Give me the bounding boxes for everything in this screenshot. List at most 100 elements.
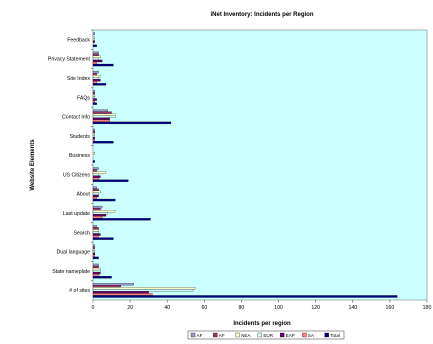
legend-label: EAP (286, 333, 295, 338)
bar-5-3 (92, 134, 95, 138)
bar-13-6 (92, 295, 398, 298)
bar-5-1 (92, 130, 95, 134)
bar-10-0 (92, 225, 97, 228)
legend-label: NEA (241, 333, 251, 338)
y-tick-label: Students (70, 134, 91, 140)
legend-swatch (279, 332, 285, 338)
legend: AF AF NEA EUR EAP SA Total (187, 330, 345, 340)
bar-11-5 (92, 254, 95, 258)
bar-12-1 (92, 265, 99, 269)
bar-8-6 (92, 198, 116, 202)
bar-2-5 (92, 81, 97, 84)
bar-2-2 (92, 75, 101, 78)
bar-11-6 (92, 256, 99, 260)
x-tick-label: 0 (92, 305, 95, 311)
bar-11-3 (92, 250, 95, 253)
bars-group (92, 32, 398, 298)
x-axis-label: Incidents per region (233, 321, 291, 327)
x-tick-label: 40 (164, 305, 170, 311)
bar-1-6 (92, 63, 114, 67)
bar-13-0 (92, 283, 134, 286)
y-tick-label: About (76, 192, 90, 198)
legend-swatch (235, 332, 240, 338)
legend-swatch (213, 332, 218, 338)
y-tick-label: State nameplate (52, 269, 90, 275)
bar-3-0 (92, 90, 95, 93)
bar-6-2 (92, 152, 95, 155)
bar-8-0 (92, 186, 97, 189)
bar-9-3 (92, 212, 108, 215)
bar-4-6 (92, 121, 172, 125)
bar-0-6 (92, 44, 97, 47)
bar-5-5 (92, 139, 95, 142)
y-axis-ticks: Feedback Privacy Statement Site Index FAQs C… (48, 29, 93, 294)
bar-12-4 (92, 271, 101, 275)
legend-swatch (324, 332, 329, 338)
bar-1-2 (92, 55, 101, 59)
bar-5-0 (92, 128, 95, 132)
bar-4-3 (92, 115, 116, 118)
bar-2-0 (92, 70, 99, 74)
bar-12-0 (92, 263, 99, 267)
bar-10-5 (92, 235, 99, 238)
bar-7-2 (92, 171, 107, 174)
bar-0-2 (92, 36, 95, 39)
legend-swatch (190, 332, 196, 338)
bar-12-3 (92, 269, 101, 273)
chart-title: iNet Inventory: Incidents per Region (210, 12, 313, 18)
bar-5-6 (92, 141, 114, 144)
bar-13-3 (92, 289, 194, 292)
bar-10-1 (92, 227, 99, 230)
y-tick-label: Last update (63, 211, 90, 217)
legend-label: EUR (263, 333, 273, 338)
bar-6-6 (92, 160, 95, 163)
legend-box (187, 330, 345, 340)
bar-7-4 (92, 175, 101, 178)
bar-3-5 (92, 100, 95, 103)
bar-13-5 (92, 293, 153, 296)
y-axis-label: Website Elements (30, 139, 36, 191)
plot-area (92, 29, 428, 301)
bar-8-1 (92, 188, 99, 191)
legend-label: AF (219, 333, 225, 338)
bar-13-4 (92, 291, 149, 294)
bar-13-1 (92, 285, 121, 288)
y-tick-label: Contact Info (62, 115, 90, 121)
bar-4-2 (92, 113, 116, 116)
bar-8-3 (92, 192, 99, 196)
x-tick-label: 120 (311, 305, 320, 311)
bar-13-2 (92, 287, 196, 290)
bar-8-2 (92, 190, 101, 194)
y-tick-label: Site Index (67, 76, 90, 82)
bar-1-4 (92, 59, 103, 63)
bar-11-2 (92, 248, 95, 251)
bar-10-4 (92, 233, 101, 236)
bar-10-2 (92, 229, 99, 232)
bar-0-4 (92, 40, 95, 43)
y-tick-label: Privacy Statement (48, 57, 91, 63)
legend-swatch (302, 332, 307, 338)
bar-7-5 (92, 177, 99, 180)
x-tick-label: 60 (201, 305, 207, 311)
bar-1-3 (92, 57, 99, 61)
bar-0-3 (92, 38, 95, 41)
x-tick-label: 160 (386, 305, 395, 311)
bar-1-5 (92, 61, 97, 65)
bar-10-6 (92, 237, 114, 240)
bar-4-0 (92, 109, 108, 112)
bar-8-4 (92, 194, 99, 198)
bar-1-1 (92, 53, 99, 56)
x-tick-label: 20 (127, 305, 133, 311)
bar-3-1 (92, 92, 95, 95)
bar-1-0 (92, 51, 99, 54)
bar-11-1 (92, 246, 95, 249)
y-tick-label: FAQs (77, 95, 90, 101)
y-tick-label: Search (74, 230, 91, 236)
y-tick-label: Feedback (67, 37, 90, 43)
bar-7-3 (92, 173, 99, 176)
bar-9-6 (92, 218, 151, 221)
bar-10-3 (92, 231, 99, 234)
bar-4-4 (92, 117, 110, 120)
y-tick-label: Business (69, 153, 90, 159)
